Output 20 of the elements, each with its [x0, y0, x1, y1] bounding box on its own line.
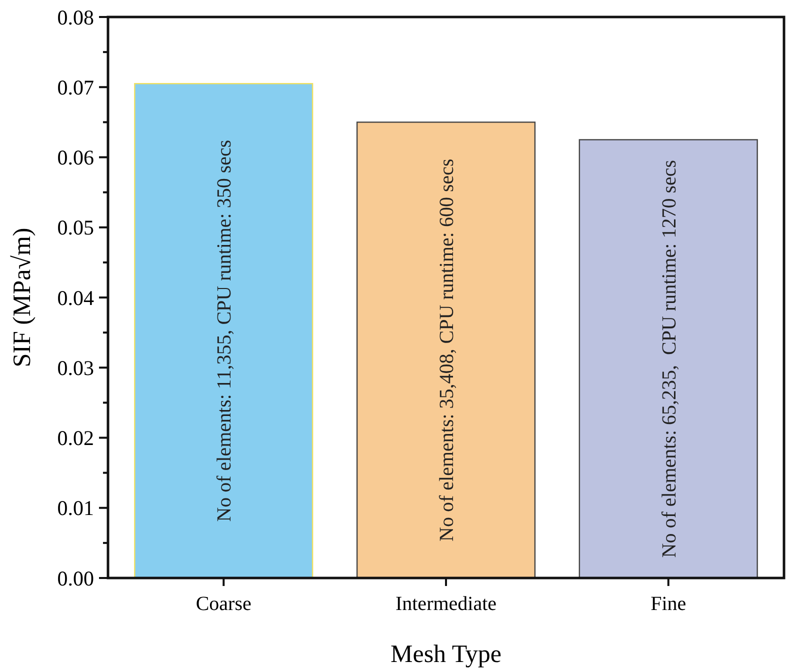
- y-tick-label: 0.00: [57, 566, 94, 590]
- y-tick-label: 0.01: [57, 496, 94, 520]
- y-tick-label: 0.05: [57, 216, 94, 240]
- annotation: No of elements: 11,355, CPU runtime: 350 secs: [214, 140, 236, 522]
- y-tick-label: 0.06: [57, 146, 94, 170]
- x-tick-label: Coarse: [196, 593, 252, 615]
- annotation: No of elements: 65,235, CPU runtime: 1270 secs: [658, 160, 680, 558]
- y-tick-label: 0.04: [57, 286, 94, 310]
- bar: [356, 122, 536, 579]
- y-tick-label: 0.03: [57, 356, 94, 380]
- bar: [578, 139, 758, 579]
- x-tick-label: Fine: [650, 593, 686, 615]
- y-axis-title: SIF (MPa√m): [9, 228, 36, 368]
- y-tick-label: 0.02: [57, 426, 94, 450]
- x-axis-title: Mesh Type: [390, 641, 502, 668]
- y-tick-label: 0.07: [57, 75, 94, 100]
- annotation: No of elements: 35,408, CPU runtime: 600 secs: [436, 158, 458, 542]
- x-tick-label: Intermediate: [395, 593, 497, 615]
- bar: [134, 83, 314, 579]
- y-tick-label: 0.08: [57, 5, 94, 30]
